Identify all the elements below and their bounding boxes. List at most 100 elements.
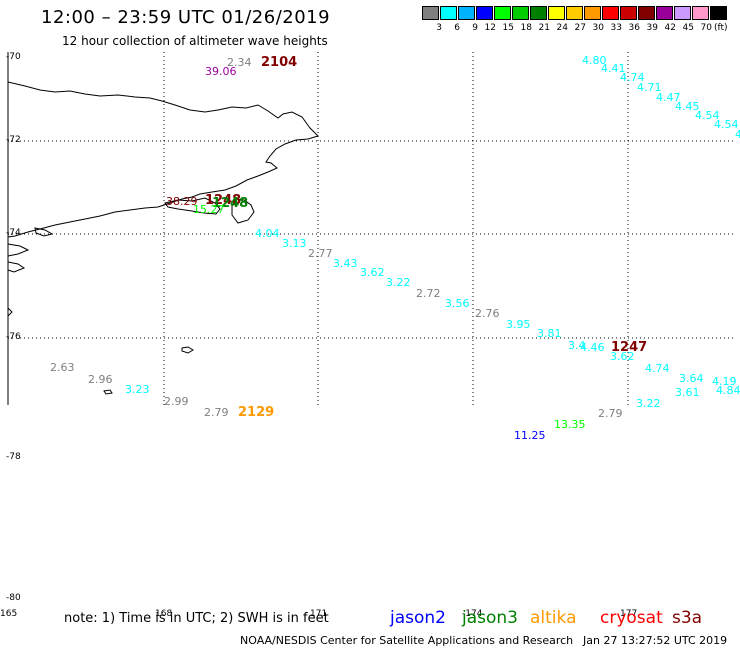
longitude-label: 165 [0, 609, 18, 619]
legend-swatch [476, 6, 493, 20]
color-legend: 3 6 9 12 15 18 21 24 27 30 33 36 39 42 45 70 (ft) [422, 6, 728, 36]
legend-level-label: 21 [538, 23, 550, 33]
latitude-label: -72 [6, 135, 21, 145]
legend-swatch [494, 6, 511, 20]
wave-height-label: 38.29 [166, 195, 198, 208]
satellite-label-altika: altika [530, 608, 577, 628]
wave-height-label: 2.77 [308, 247, 333, 260]
wave-height-label: 2.63 [50, 361, 75, 374]
wave-height-label: 2.79 [598, 407, 623, 420]
latitude-label: -76 [6, 332, 21, 342]
legend-level-label: 18 [520, 23, 532, 33]
wave-height-label: 4.74 [645, 362, 670, 375]
longitude-label: -174 [462, 609, 483, 619]
legend-level-label: 12 [484, 23, 496, 33]
legend-swatch [422, 6, 439, 20]
wave-height-label: 13.35 [554, 418, 586, 431]
wave-height-label: 4.04 [255, 227, 280, 240]
legend-level-label: 45 [682, 23, 694, 33]
satellite-label-s3a: s3a [672, 608, 703, 628]
latitude-label: -78 [6, 452, 21, 462]
latitude-label: -74 [6, 228, 21, 238]
satellite-label-jason2: jason2 [390, 608, 446, 628]
footer-note: note: 1) Time is in UTC; 2) SWH is in fe… [64, 611, 329, 626]
longitude-label: 171 [310, 609, 328, 619]
legend-swatch [656, 6, 673, 20]
satellite-label-jason3: jason3 [462, 608, 518, 628]
wave-height-label: 3.61 [675, 386, 700, 399]
legend-level-label: 70 [700, 23, 712, 33]
wave-height-label: 4 [735, 128, 740, 141]
wave-height-label: 3.23 [125, 383, 150, 396]
pass-time-label: 1248 [212, 196, 249, 211]
wave-height-label: 3.64 [679, 372, 704, 385]
legend-level-label: 9 [472, 23, 478, 33]
wave-height-label: 11.25 [514, 429, 546, 442]
legend-swatch [710, 6, 727, 20]
wave-height-label: 4.74 [620, 71, 645, 84]
legend-level-label: 33 [610, 23, 622, 33]
wave-height-label: 4.19 [712, 375, 737, 388]
wave-height-label: 3.56 [445, 297, 470, 310]
legend-level-label: 3 [436, 23, 442, 33]
wave-height-label: 3.43 [333, 257, 358, 270]
legend-swatch [674, 6, 691, 20]
wave-height-label: 3.13 [282, 237, 307, 250]
legend-level-label: 30 [592, 23, 604, 33]
pass-time-label: 2104 [261, 55, 298, 70]
longitude-label: 168 [155, 609, 173, 619]
wave-height-label: 2.34 [227, 56, 252, 69]
wave-height-label: 2.99 [164, 395, 189, 408]
longitude-label: 177 [620, 609, 638, 619]
legend-swatch [548, 6, 565, 20]
wave-height-label: 3.62 [360, 266, 385, 279]
wave-height-label: 2.96 [88, 373, 113, 386]
legend-level-label: 36 [628, 23, 640, 33]
wave-height-label: 4.45 [675, 100, 700, 113]
page-title: 12:00 – 23:59 UTC 01/26/2019 [41, 7, 331, 28]
wave-height-label: 4.54 [695, 109, 720, 122]
wave-height-label: 3.62 [610, 350, 635, 363]
wave-height-label: 4.54 [714, 118, 739, 131]
wave-height-label: 4.47 [656, 91, 681, 104]
legend-swatch [512, 6, 529, 20]
credit-text: NOAA/NESDIS Center for Satellite Applica… [240, 634, 574, 647]
legend-swatch [566, 6, 583, 20]
legend-unit-label: (ft) [714, 23, 728, 33]
pass-time-label: 1248 [205, 193, 242, 208]
legend-swatch [440, 6, 457, 20]
legend-level-label: 15 [502, 23, 514, 33]
legend-swatch [638, 6, 655, 20]
wave-height-label: 4.41 [601, 62, 626, 75]
satellite-label-cryosat: cryosat [600, 608, 663, 628]
page-subtitle: 12 hour collection of altimeter wave hei… [62, 34, 328, 48]
legend-level-label: 27 [574, 23, 586, 33]
wave-height-label: 4.71 [637, 81, 662, 94]
legend-swatch [458, 6, 475, 20]
legend-level-label: 6 [454, 23, 460, 33]
wave-height-label: 4.46 [580, 341, 605, 354]
legend-swatch [620, 6, 637, 20]
graticule [8, 52, 736, 405]
wave-height-label: 4.80 [582, 54, 607, 67]
legend-level-label: 24 [556, 23, 568, 33]
latitude-label: -80 [6, 593, 21, 603]
timestamp-text: Jan 27 13:27:52 UTC 2019 [583, 634, 728, 647]
pass-time-label: 2129 [238, 405, 275, 420]
legend-swatch [602, 6, 619, 20]
wave-height-label: 15.27 [193, 203, 225, 216]
latitude-label: -70 [6, 52, 21, 62]
pass-time-label: 1247 [611, 340, 648, 355]
wave-height-label: 3.22 [636, 397, 661, 410]
wave-height-label: 39.06 [205, 65, 237, 78]
legend-level-label: 42 [664, 23, 676, 33]
wave-height-label: 4.84 [716, 384, 740, 397]
legend-swatch [584, 6, 601, 20]
coastline [7, 81, 319, 395]
wave-height-label: 3.4 [568, 339, 586, 352]
wave-height-label: 2.76 [475, 307, 500, 320]
legend-level-label: 39 [646, 23, 658, 33]
wave-height-label: 2.72 [416, 287, 441, 300]
legend-swatch [692, 6, 709, 20]
